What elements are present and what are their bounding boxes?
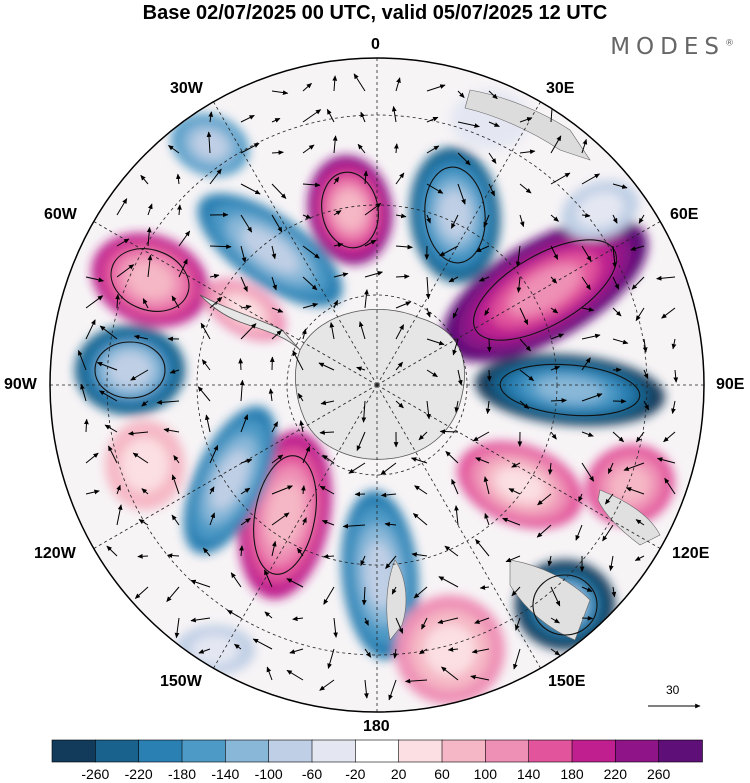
lon-label-0: 0 <box>371 36 380 53</box>
colorbar-tick-label: 180 <box>560 766 584 782</box>
colorbar-swatch <box>528 739 573 763</box>
colorbar-tick-label: 20 <box>390 766 407 782</box>
colorbar-tick-label: -60 <box>301 766 323 782</box>
colorbar-swatch <box>225 739 270 763</box>
lon-label-60e: 60E <box>670 206 699 223</box>
colorbar-swatch <box>311 739 357 763</box>
colorbar-tick-label: -220 <box>124 766 153 782</box>
lon-label-150w: 150W <box>160 673 202 690</box>
colorbar-swatch <box>485 739 530 763</box>
colorbar-swatch <box>268 739 313 763</box>
lon-label-90e: 90E <box>716 376 745 393</box>
colorbar-tick-label: 260 <box>646 766 671 782</box>
anomaly-field <box>50 58 704 712</box>
antarctica-landmass <box>199 89 661 641</box>
colorbar-swatch <box>571 739 617 763</box>
colorbar-swatch <box>355 739 400 763</box>
lon-label-60w: 60W <box>44 206 77 223</box>
map-boundary <box>49 57 705 713</box>
lon-label-120w: 120W <box>34 545 76 562</box>
reference-vector-label: 30 <box>666 683 680 697</box>
colorbar-tick-label: 220 <box>603 766 628 782</box>
lon-label-180: 180 <box>363 718 390 735</box>
lon-label-90w: 90W <box>4 376 37 393</box>
colorbar-tick-label: 60 <box>434 766 450 782</box>
brand-name: MODES <box>610 34 725 60</box>
colorbar-tick-label: -260 <box>81 766 110 782</box>
colorbar-swatch <box>138 739 183 763</box>
lon-label-120e: 120E <box>672 545 710 562</box>
colorbar-swatch <box>398 739 443 763</box>
colorbar-tick-label: -20 <box>345 766 366 782</box>
colorbar-swatch <box>658 739 703 763</box>
map-title: Base 02/07/2025 00 UTC, valid 05/07/2025… <box>142 2 608 24</box>
colorbar <box>51 739 703 763</box>
lon-label-30e: 30E <box>546 80 575 97</box>
brand-logo: MODES® <box>610 34 734 60</box>
colorbar-tick-label: -140 <box>211 766 240 782</box>
colorbar-tick-label: 140 <box>516 766 541 782</box>
colorbar-tick-label: -180 <box>167 766 197 782</box>
colorbar-swatch <box>51 739 97 763</box>
lon-label-150e: 150E <box>548 673 586 690</box>
colorbar-swatch <box>181 739 227 763</box>
lon-label-30w: 30W <box>170 80 203 97</box>
colorbar-tick-label: 100 <box>473 766 498 782</box>
colorbar-tick-label: -100 <box>254 766 283 782</box>
colorbar-swatch <box>95 739 140 763</box>
brand-registered-mark: ® <box>725 38 734 49</box>
colorbar-swatch <box>441 739 487 763</box>
colorbar-swatch <box>615 739 660 763</box>
